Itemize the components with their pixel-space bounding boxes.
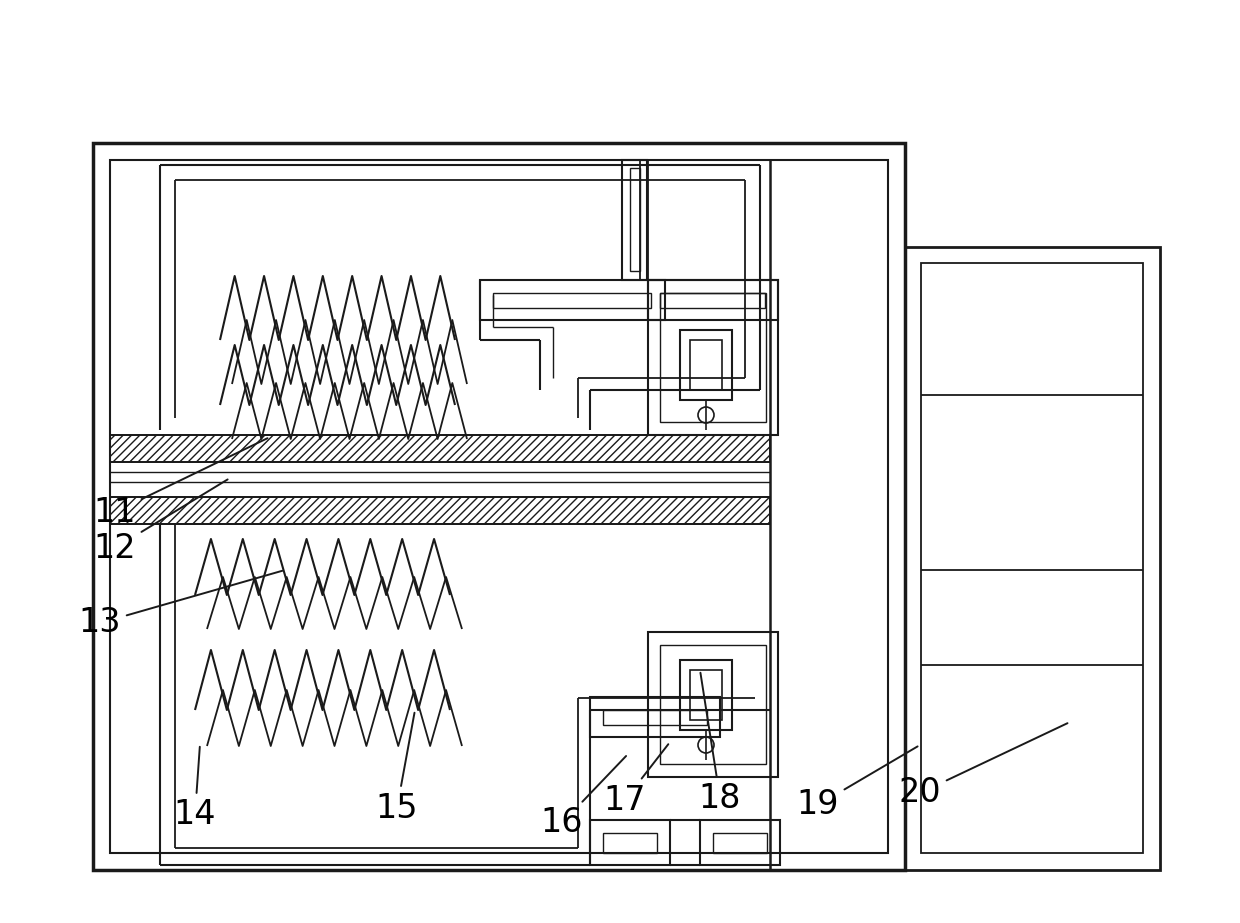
Bar <box>603 833 657 853</box>
Text: 20: 20 <box>899 724 1068 809</box>
Text: 19: 19 <box>797 747 918 821</box>
Bar <box>701 820 780 865</box>
Bar <box>630 168 640 271</box>
Bar <box>110 160 888 853</box>
Bar <box>660 645 766 764</box>
Text: 18: 18 <box>699 673 742 814</box>
Bar <box>680 330 732 400</box>
Bar <box>680 660 732 730</box>
Text: 14: 14 <box>174 747 216 832</box>
Bar <box>622 160 647 280</box>
Bar <box>689 670 722 720</box>
Bar <box>110 435 770 462</box>
Bar <box>494 293 651 308</box>
Bar <box>689 340 722 390</box>
Bar <box>649 280 777 435</box>
Bar <box>905 247 1159 870</box>
Bar <box>603 710 707 725</box>
Bar <box>110 497 770 524</box>
Bar <box>93 143 905 870</box>
Bar <box>660 293 765 308</box>
Bar <box>713 833 768 853</box>
Bar <box>480 280 665 320</box>
Bar <box>590 697 720 737</box>
Text: 13: 13 <box>79 570 283 640</box>
Text: 15: 15 <box>376 713 418 824</box>
Text: 12: 12 <box>94 479 228 565</box>
Bar <box>649 632 777 777</box>
Text: 17: 17 <box>604 744 668 817</box>
Bar <box>649 280 777 320</box>
Text: 16: 16 <box>541 756 626 840</box>
Bar <box>660 293 766 422</box>
Bar <box>921 263 1143 853</box>
Text: 11: 11 <box>94 438 268 529</box>
Bar <box>590 820 670 865</box>
